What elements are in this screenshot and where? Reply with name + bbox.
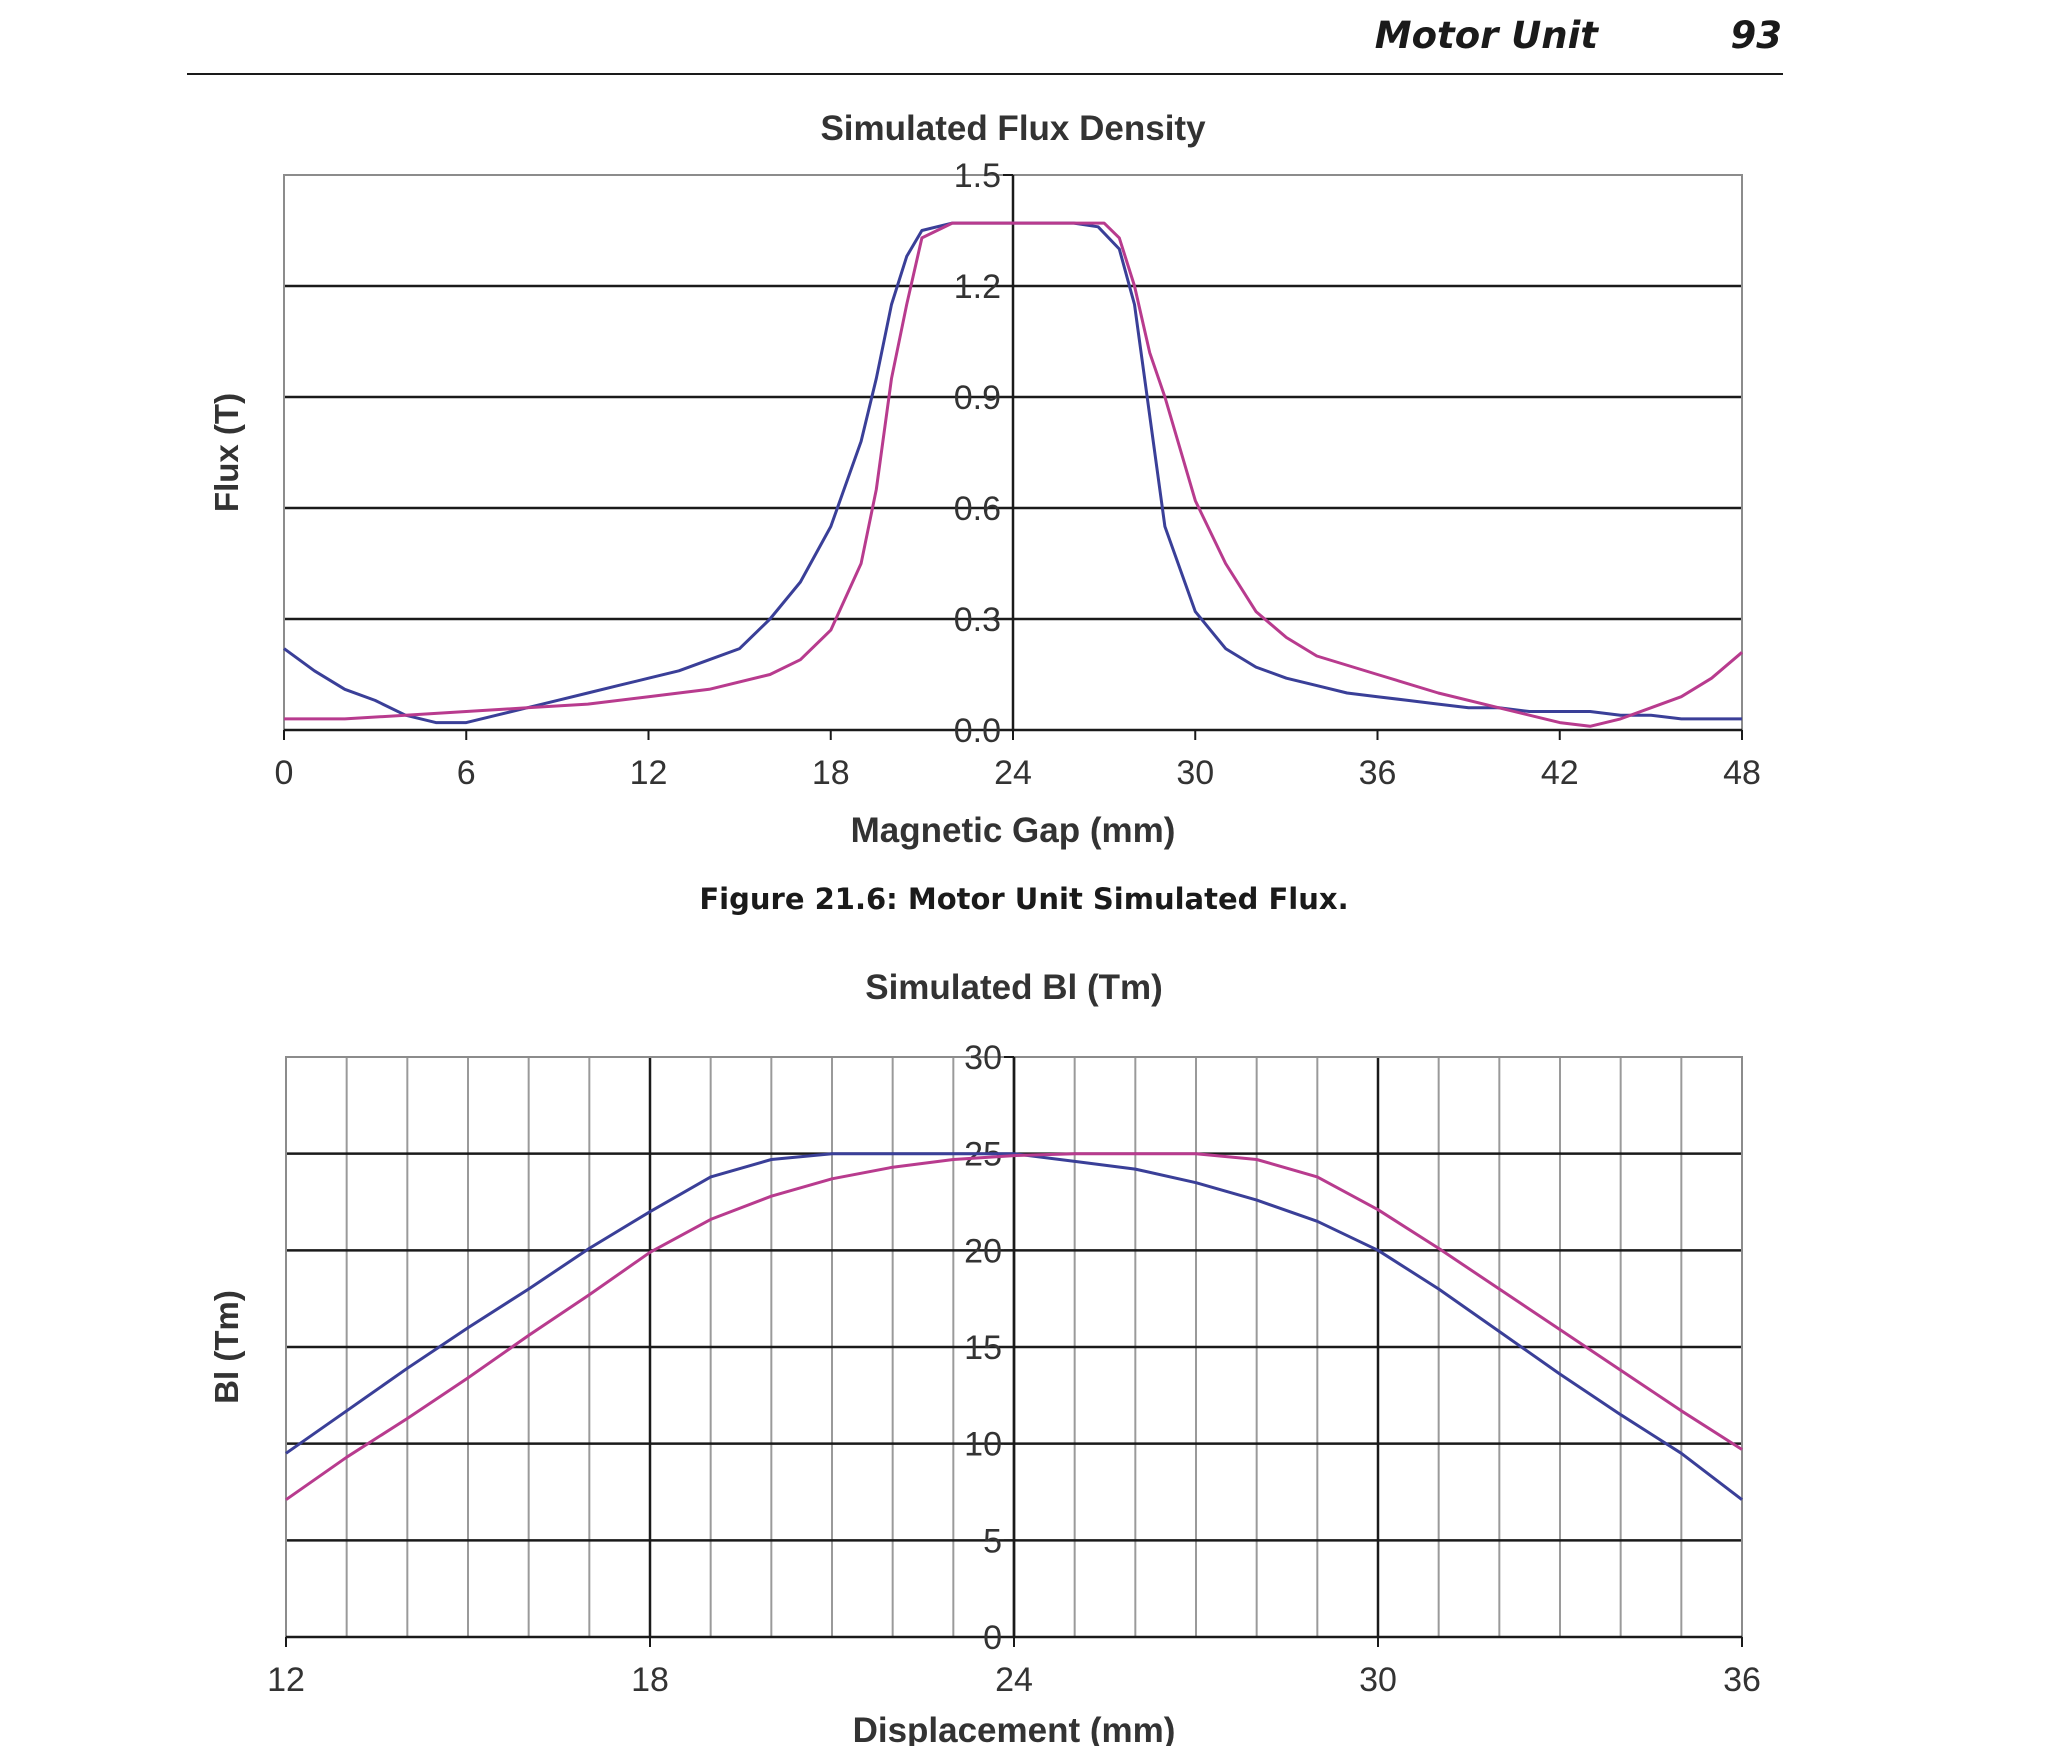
x-tick-label: 18 — [631, 1661, 669, 1699]
x-tick-label: 36 — [1723, 1661, 1761, 1699]
y-tick-label: 15 — [964, 1329, 1002, 1367]
y-tick-label: 1.5 — [954, 157, 1001, 195]
x-tick-label: 24 — [994, 754, 1032, 792]
y-tick-label: 5 — [983, 1522, 1002, 1560]
running-head-section: Motor Unit — [1374, 14, 1598, 57]
y-tick-label: 0.3 — [954, 601, 1001, 639]
y-tick-label: 20 — [964, 1232, 1002, 1270]
x-tick-label: 36 — [1359, 754, 1397, 792]
x-tick-label: 12 — [267, 1661, 305, 1699]
y-axis-title: Flux (T) — [208, 393, 245, 512]
y-tick-label: 1.2 — [954, 268, 1001, 306]
chart-title: Simulated Flux Density — [820, 109, 1206, 148]
x-axis-title: Displacement (mm) — [853, 1711, 1176, 1746]
flux-density-chart: Simulated Flux Density 0.0 0.3 0.6 0.9 1.2 1.5… — [208, 109, 1761, 850]
y-tick-label: 0.0 — [954, 712, 1001, 750]
chart-title: Simulated Bl (Tm) — [865, 968, 1163, 1007]
series-line-2 — [285, 1152, 1743, 1501]
y-axis-title: Bl (Tm) — [208, 1290, 245, 1404]
x-tick-label: 42 — [1541, 754, 1579, 792]
series-line-1 — [285, 1152, 1743, 1501]
x-axis-title: Magnetic Gap (mm) — [851, 811, 1176, 850]
y-tick-label: 0.6 — [954, 490, 1001, 528]
y-tick-label: 0.9 — [954, 379, 1001, 417]
page-number: 93 — [1730, 14, 1783, 57]
y-tick-label: 30 — [964, 1039, 1002, 1077]
x-tick-label: 18 — [812, 754, 850, 792]
x-tick-label: 6 — [457, 754, 476, 792]
x-tick-label: 12 — [630, 754, 668, 792]
y-tick-label: 0 — [983, 1619, 1002, 1657]
x-tick-label: 0 — [275, 754, 294, 792]
x-tick-label: 24 — [995, 1661, 1033, 1699]
y-tick-label: 10 — [964, 1426, 1002, 1464]
header-rule — [187, 73, 1783, 75]
x-tick-label: 30 — [1359, 1661, 1397, 1699]
running-head: Motor Unit 93 — [0, 0, 2048, 80]
figure-caption: Figure 21.6: Motor Unit Simulated Flux. — [699, 882, 1349, 916]
x-tick-label: 30 — [1176, 754, 1214, 792]
series-line-2 — [284, 221, 1743, 728]
x-tick-label: 48 — [1723, 754, 1761, 792]
